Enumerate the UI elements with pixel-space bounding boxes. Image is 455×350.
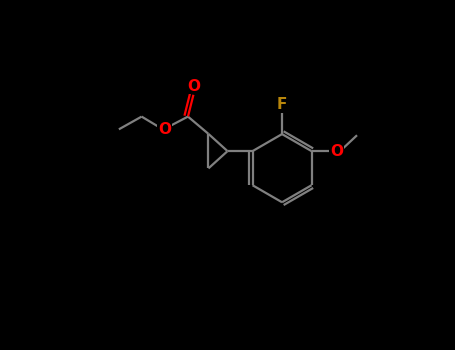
Text: O: O — [187, 79, 200, 94]
Text: O: O — [330, 144, 343, 159]
Text: O: O — [158, 122, 171, 137]
Text: F: F — [277, 97, 287, 112]
